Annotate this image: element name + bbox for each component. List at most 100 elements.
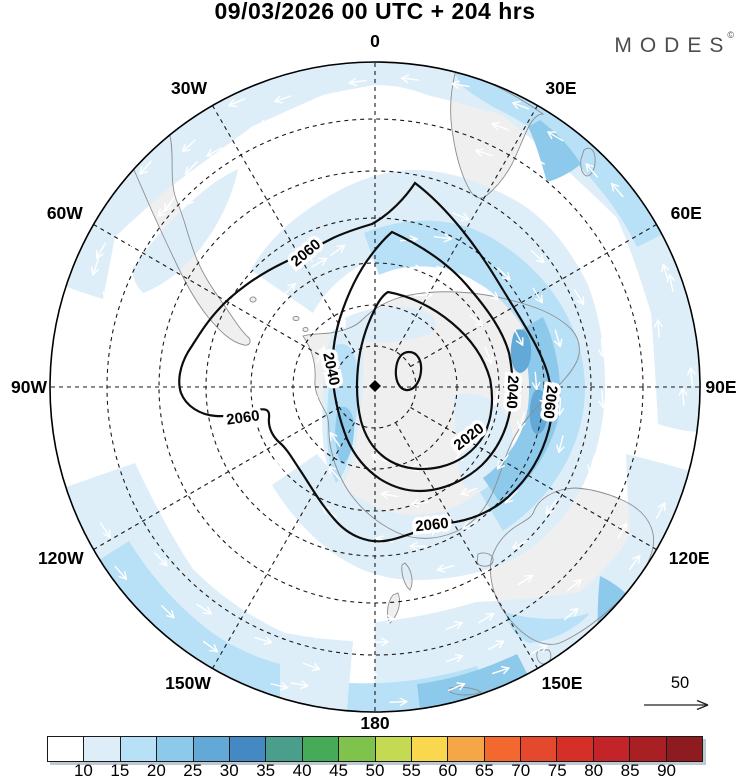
colorbar-cell xyxy=(120,737,158,761)
wind-arrow xyxy=(258,118,276,128)
meridian-label-90W: 90W xyxy=(11,377,47,397)
colorbar-cell xyxy=(84,737,121,761)
meridian-label-90E: 90E xyxy=(705,377,736,397)
wind-arrow xyxy=(587,455,596,473)
contour-label: 2060 xyxy=(225,407,260,428)
meridian-label-150E: 150E xyxy=(542,673,583,693)
wind-arrow xyxy=(517,411,526,430)
wind-shading-region xyxy=(66,463,353,711)
wind-arrow xyxy=(654,319,663,338)
antarctica xyxy=(303,291,580,539)
colorbar-tick-label: 55 xyxy=(401,761,421,780)
wind-arrow xyxy=(329,244,346,257)
island-5-coast xyxy=(249,296,257,303)
contour-2060 xyxy=(178,181,553,543)
wind-arrow xyxy=(202,640,219,653)
wind-arrow xyxy=(451,80,470,90)
wind-arrow xyxy=(100,522,111,539)
wind-arrow xyxy=(496,454,509,470)
wind-arrow xyxy=(396,135,415,145)
wind-arrow xyxy=(340,102,359,112)
australia-coast xyxy=(490,487,654,645)
island-4 xyxy=(302,327,309,332)
wind-arrow xyxy=(531,371,541,390)
wind-arrow xyxy=(617,522,627,539)
colorbar-cell xyxy=(229,737,267,761)
wind-arrow xyxy=(491,122,509,131)
wind-arrow xyxy=(660,263,670,282)
wind-arrow xyxy=(206,147,223,157)
wind-arrow xyxy=(274,459,286,475)
meridian-label-60W: 60W xyxy=(47,203,83,223)
colorbar-tick-label: 90 xyxy=(657,761,677,780)
colorbar-cell xyxy=(411,737,449,761)
meridian-label-150W: 150W xyxy=(165,673,211,693)
wind-arrow xyxy=(228,98,246,107)
wind-arrow xyxy=(370,637,389,647)
wind-arrow xyxy=(114,565,128,580)
colorbar-cell xyxy=(521,737,558,761)
wind-shading-region xyxy=(99,541,280,699)
wind-arrow xyxy=(611,182,624,198)
wind-arrow xyxy=(469,314,484,327)
wind-arrow xyxy=(487,640,505,651)
island-1-coast xyxy=(476,552,494,567)
copyright-icon: © xyxy=(727,30,734,40)
colorbar-cell xyxy=(193,737,230,761)
south-america-coast xyxy=(126,135,251,346)
wind-shading-region xyxy=(344,306,436,343)
wind-arrow xyxy=(585,163,598,178)
colorbar-cell xyxy=(593,737,631,761)
wind-arrow xyxy=(139,160,152,175)
wind-arrow xyxy=(409,541,428,551)
contour-inner xyxy=(394,350,423,392)
wind-arrow xyxy=(125,236,137,253)
colorbar-cell xyxy=(484,737,522,761)
colorbar-labels: 10 15 20 25 30 35 40 45 50 55 60 65 70 75 80 85 90 xyxy=(0,761,750,782)
wind-arrow xyxy=(597,338,607,357)
wind-shading-region xyxy=(528,120,581,182)
wind-arrow xyxy=(68,465,77,483)
wind-arrow xyxy=(530,250,545,264)
island-3-coast xyxy=(292,315,300,322)
southern-africa-coast xyxy=(450,69,545,199)
wind-arrow xyxy=(484,287,499,301)
wind-shading-region xyxy=(454,71,663,247)
meridian-label-30E: 30E xyxy=(545,78,576,98)
colorbar-tick-label: 75 xyxy=(547,761,567,780)
colorbar-tick-label: 60 xyxy=(438,761,458,780)
wind-arrow xyxy=(556,435,565,454)
colorbar-tick-label: 15 xyxy=(110,761,130,780)
wind-arrow xyxy=(611,230,624,246)
island-3 xyxy=(292,316,300,321)
wind-arrow xyxy=(270,682,289,691)
wind-arrow xyxy=(445,653,464,663)
colorbar-cell xyxy=(630,737,667,761)
island-4-coast xyxy=(302,326,309,333)
wind-arrow xyxy=(196,603,212,615)
wind-arrow xyxy=(305,630,324,639)
colorbar-tick-label: 45 xyxy=(329,761,349,780)
wind-arrow xyxy=(554,329,563,348)
colorbar-tick-label: 20 xyxy=(146,761,166,780)
meridian-label-120E: 120E xyxy=(669,548,710,568)
wind-reference-arrow xyxy=(644,699,709,711)
wind-arrow xyxy=(531,644,548,655)
meridian-label-0: 0 xyxy=(370,31,380,51)
wind-arrow xyxy=(274,95,292,104)
wind-arrow xyxy=(478,612,495,624)
wind-arrow xyxy=(261,385,270,405)
colorbar-tick-label: 70 xyxy=(511,761,531,780)
colorbar-cell xyxy=(157,737,194,761)
wind-arrow xyxy=(460,487,478,496)
wind-arrow xyxy=(290,680,309,690)
coastlines xyxy=(126,69,654,696)
wind-arrow xyxy=(252,609,270,619)
wind-arrow xyxy=(628,554,641,571)
wind-arrow xyxy=(514,329,524,346)
wind-arrow xyxy=(511,539,529,550)
wind-arrow xyxy=(410,499,430,508)
wind-arrow xyxy=(512,101,530,110)
